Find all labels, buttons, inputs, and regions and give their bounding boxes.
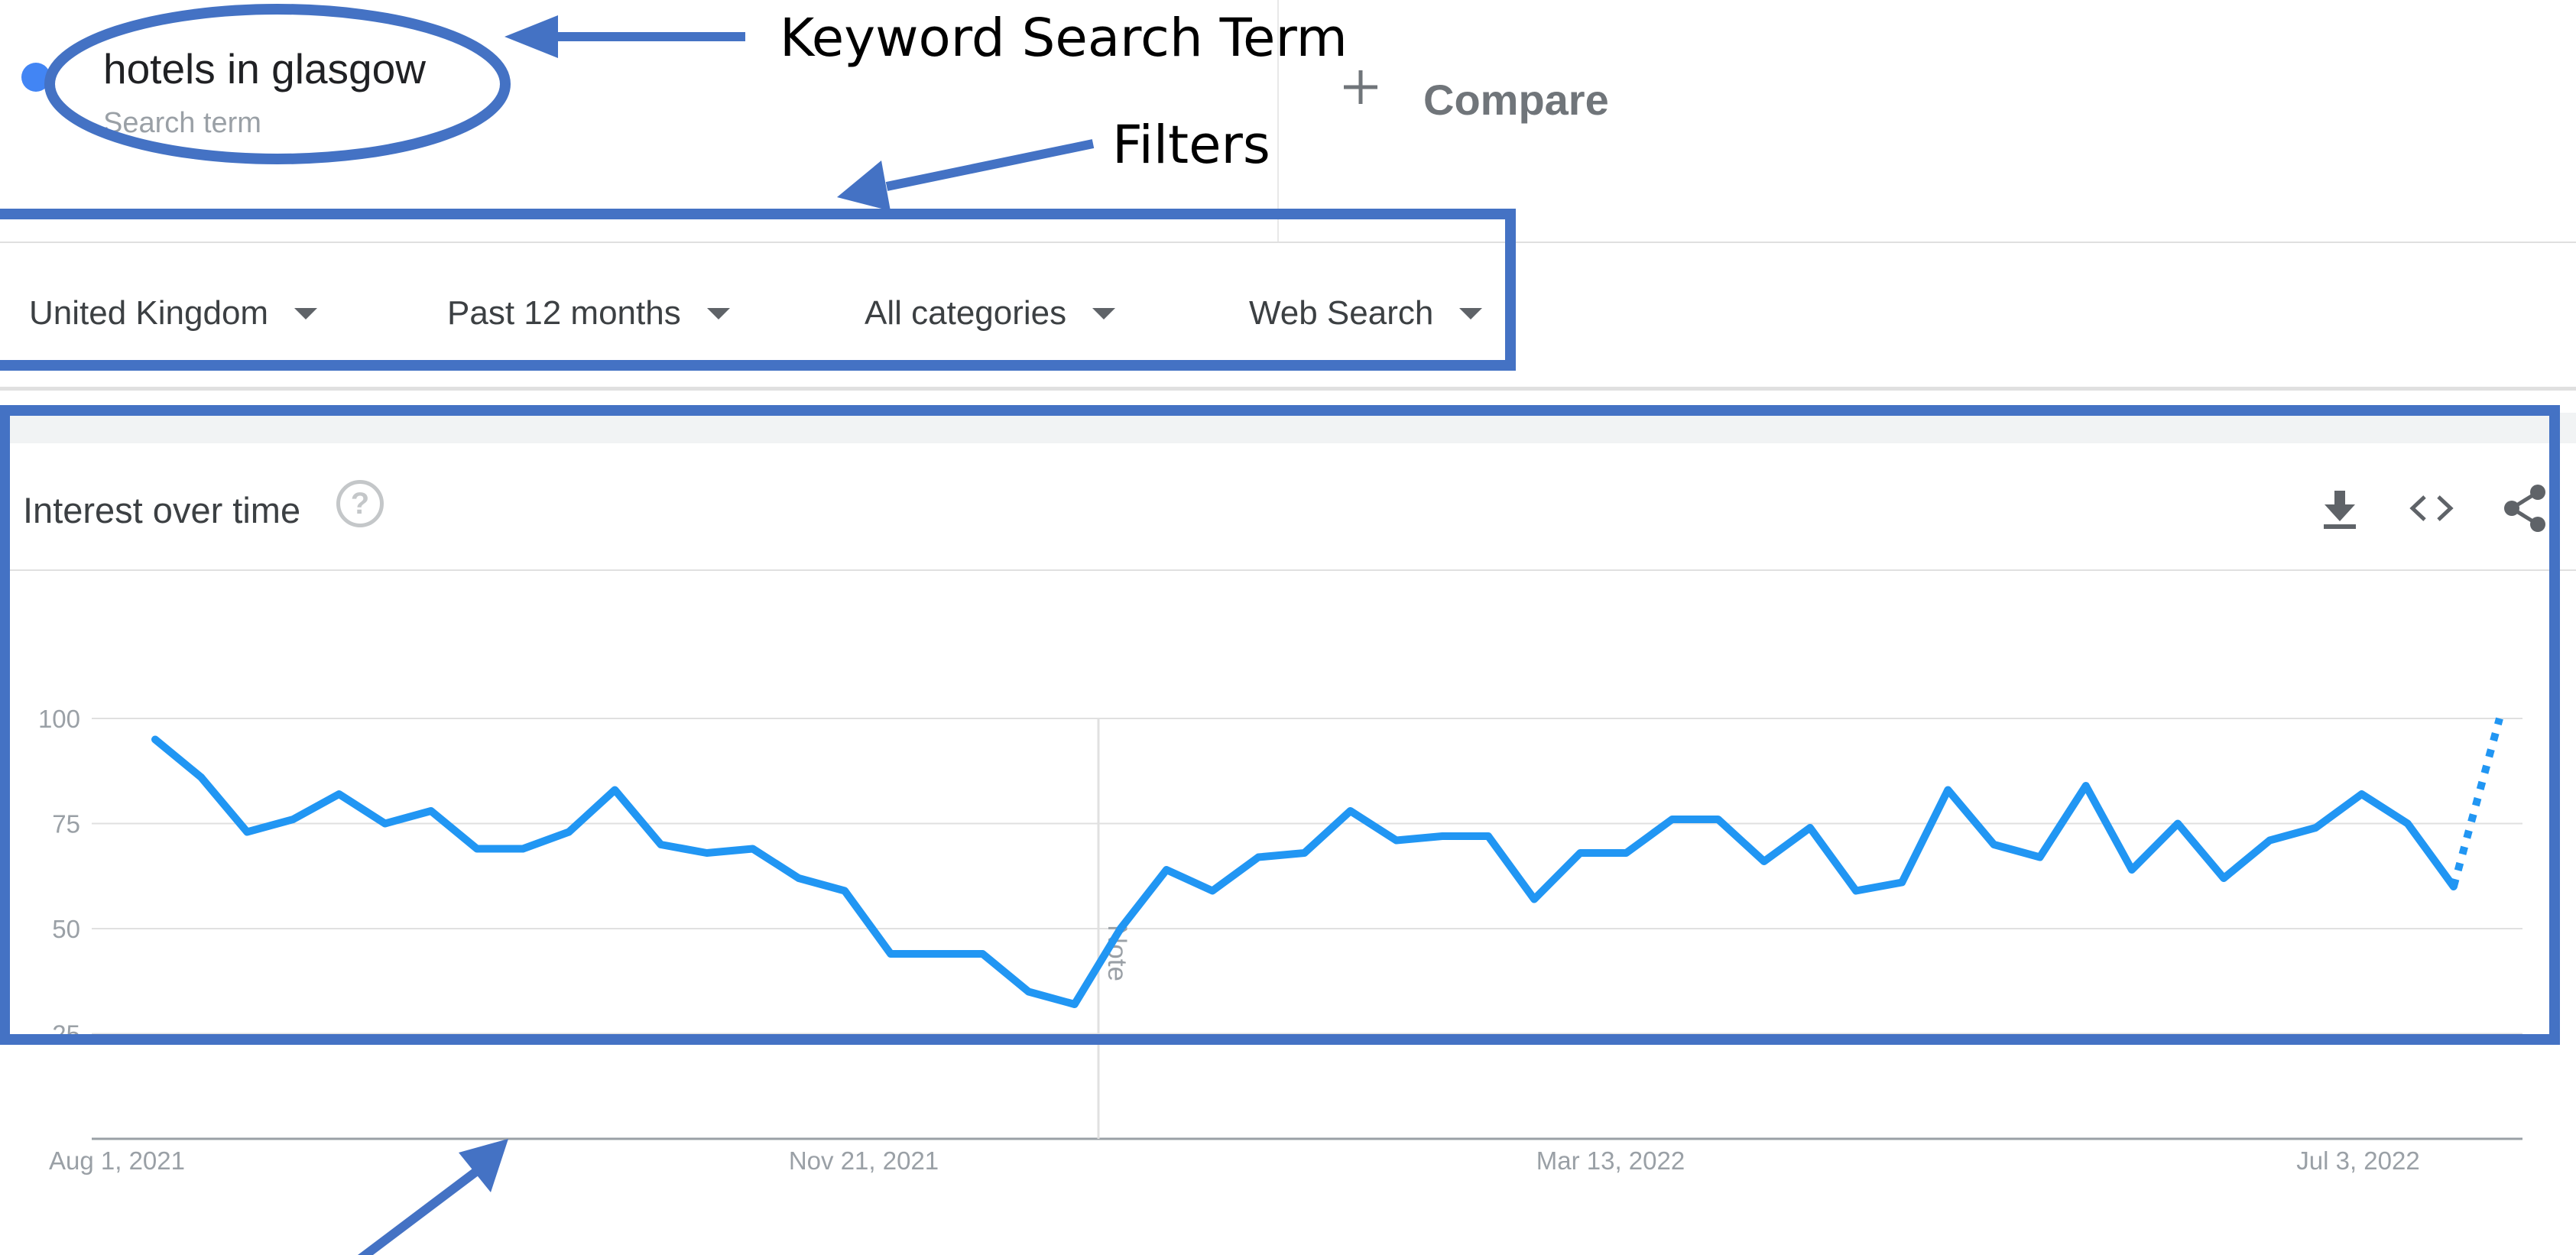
series-partial-line (2450, 717, 2503, 888)
card-header-divider (0, 569, 2576, 571)
arrow-head-icon (837, 161, 891, 211)
y-tick-label: 50 (52, 915, 80, 943)
filter-time-range[interactable]: Past 12 months (447, 294, 730, 332)
x-tick-label: Nov 21, 2021 (789, 1146, 939, 1175)
annotation-ellipse (44, 4, 511, 164)
annotation-arrow-filters (885, 139, 1095, 191)
x-axis-ticks: Aug 1, 2021 Nov 21, 2021 Mar 13, 2022 Jul 3… (49, 1146, 2420, 1175)
plus-icon[interactable] (1338, 64, 1384, 110)
download-icon[interactable] (2313, 482, 2367, 535)
header-divider (1277, 0, 1279, 243)
share-icon[interactable] (2498, 482, 2552, 535)
annotation-overlay (0, 4, 2560, 1255)
filter-search-type-label: Web Search (1249, 294, 1434, 332)
x-tick-label: Aug 1, 2021 (49, 1146, 185, 1175)
y-tick-label: 100 (38, 705, 80, 733)
chart-grid (92, 718, 2522, 1140)
filters-bottom-divider (0, 387, 2576, 391)
chevron-down-icon (1092, 307, 1116, 319)
filter-region-label: United Kingdom (29, 294, 269, 332)
arrow-head-icon (504, 15, 558, 58)
annotation-keyword-label: Keyword Search Term (780, 8, 1348, 69)
filter-region[interactable]: United Kingdom (29, 294, 318, 332)
chevron-down-icon (294, 307, 318, 319)
series-line (151, 735, 2458, 1008)
filter-category[interactable]: All categories (865, 294, 1116, 332)
chevron-down-icon (706, 307, 730, 319)
annotation-filters-box (0, 209, 1516, 371)
help-icon[interactable]: ? (336, 480, 384, 527)
x-tick-label: Jul 3, 2022 (2296, 1146, 2419, 1175)
filter-category-label: All categories (865, 294, 1067, 332)
search-term-text[interactable]: hotels in glasgow (103, 45, 426, 92)
arrow-head-icon (459, 1139, 508, 1192)
x-tick-label: Mar 13, 2022 (1536, 1146, 1685, 1175)
y-tick-label: 75 (52, 810, 80, 838)
annotation-chart-box (0, 405, 2560, 1045)
card-top-band (0, 413, 2576, 443)
search-term-subtitle: Search term (103, 107, 261, 139)
header-bottom-divider (0, 242, 2576, 243)
annotation-filters-label: Filters (1112, 115, 1270, 176)
filter-time-label: Past 12 months (447, 294, 681, 332)
chevron-down-icon (1459, 307, 1483, 319)
compare-button[interactable]: Compare (1423, 76, 1609, 124)
annotation-arrow-axis (357, 1163, 486, 1255)
embed-code-icon[interactable] (2405, 482, 2458, 535)
filter-search-type[interactable]: Web Search (1249, 294, 1483, 332)
card-title: Interest over time (23, 490, 301, 530)
